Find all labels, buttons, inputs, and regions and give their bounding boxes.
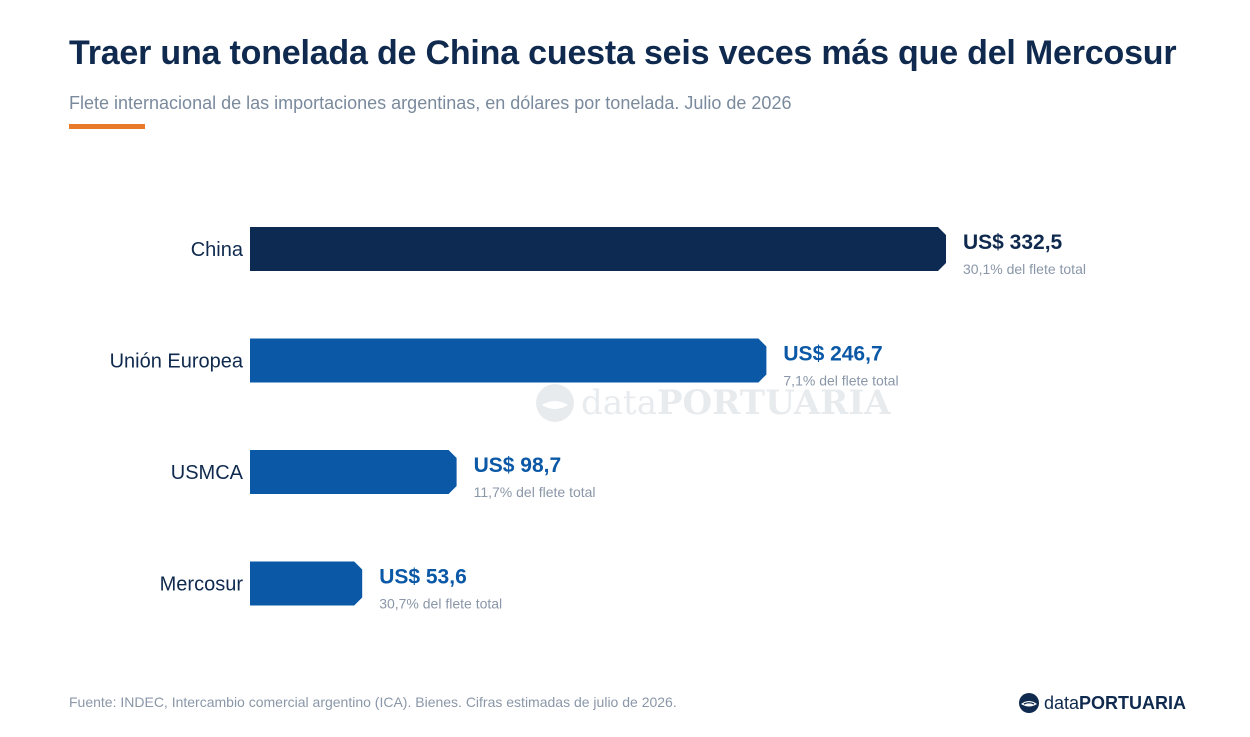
value-label: US$ 53,6 [379,566,467,589]
category-label: Mercosur [160,574,244,596]
share-label: 30,7% del flete total [379,596,502,612]
category-label: USMCA [171,462,244,484]
share-label: 7,1% del flete total [783,373,898,389]
bar-1 [250,338,767,383]
category-label: Unión Europea [110,351,244,373]
value-label: US$ 98,7 [474,454,562,477]
category-label: China [191,239,244,261]
bar-2 [250,450,457,494]
source-note: Fuente: INDEC, Intercambio comercial arg… [69,694,677,710]
brand-logo: dataPORTUARIA [1018,692,1186,714]
share-label: 30,1% del flete total [963,261,1086,277]
bar-3 [250,561,363,606]
logo-brand-light: data [1044,692,1080,713]
accent-rule [69,124,145,129]
page-title: Traer una tonelada de China cuesta seis … [69,34,1177,72]
bar-0 [250,227,946,271]
share-label: 11,7% del flete total [474,484,596,500]
page-subtitle: Flete internacional de las importaciones… [69,93,792,113]
value-label: US$ 246,7 [783,343,882,366]
ship-logo-icon [1019,693,1039,713]
value-label: US$ 332,5 [963,231,1063,254]
logo-brand-bold: PORTUARIA [1079,692,1187,713]
